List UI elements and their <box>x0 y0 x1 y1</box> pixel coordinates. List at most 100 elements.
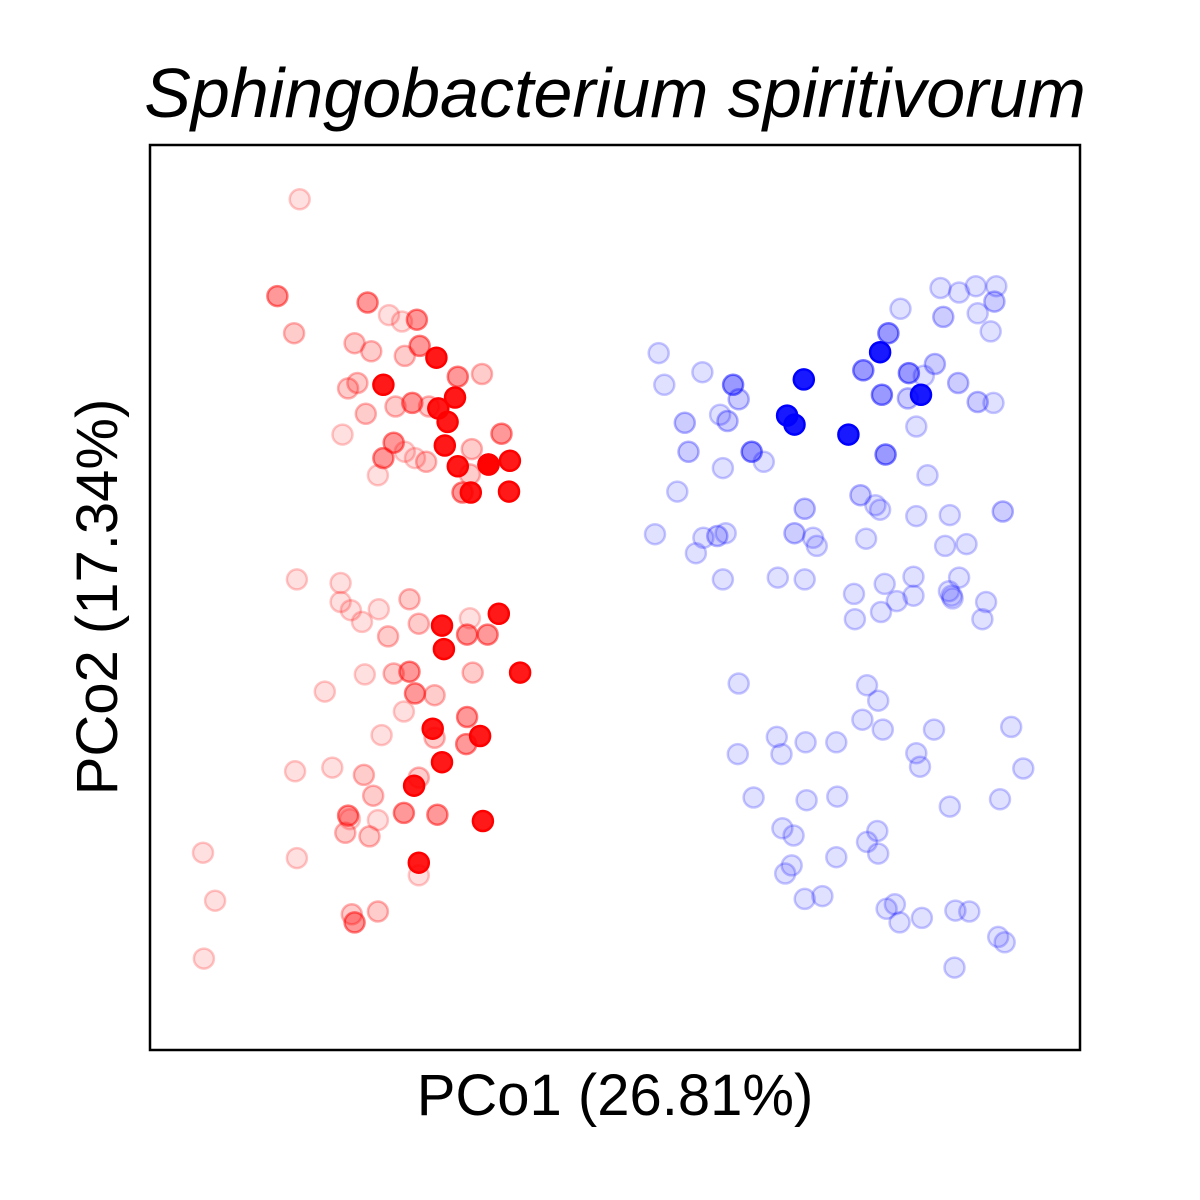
scatter-point-red <box>436 410 459 434</box>
scatter-point-blue <box>783 413 806 436</box>
scatter-point-blue <box>991 500 1015 523</box>
scatter-point-blue <box>721 373 745 397</box>
scatter-point-blue <box>999 715 1023 739</box>
scatter-point-red <box>459 481 483 504</box>
scatter-point-blue <box>873 572 896 596</box>
scatter-point-blue <box>909 383 933 407</box>
x-axis-label: PCo1 (26.81%) <box>417 1063 814 1128</box>
scatter-point-blue <box>874 443 897 466</box>
scatter-point-blue <box>866 689 890 712</box>
scatter-point-blue <box>714 521 737 545</box>
scatter-point-red <box>353 663 377 686</box>
scatter-point-red <box>321 756 344 779</box>
scatter-point-blue <box>666 480 689 503</box>
scatter-point-red <box>451 481 474 504</box>
scatter-point-blue <box>854 527 878 550</box>
scatter-point-red <box>372 373 395 397</box>
scatter-point-red <box>487 602 511 626</box>
scatter-point-blue <box>993 931 1016 954</box>
scatter-point-blue <box>866 819 889 843</box>
scatter-point-blue <box>971 607 994 631</box>
scatter-point-blue <box>795 788 818 812</box>
scatter-point-blue <box>974 590 998 614</box>
scatter-point-red <box>470 362 494 386</box>
scatter-point-red <box>423 726 446 750</box>
scatter-point-blue <box>711 456 735 480</box>
scatter-point-blue <box>825 845 848 869</box>
scatter-point-blue <box>877 321 900 345</box>
scatter-point-red <box>432 637 456 661</box>
scatter-point-blue <box>923 352 947 376</box>
scatter-point-blue <box>966 390 989 414</box>
scatter-point-blue <box>711 568 735 591</box>
scatter-point-red <box>405 308 429 331</box>
scatter-point-red <box>354 402 378 426</box>
scatter-point-blue <box>958 900 981 923</box>
scatter-point-red <box>384 395 407 418</box>
scatter-point-blue <box>964 274 988 298</box>
scatter-point-red <box>433 434 457 457</box>
scatter-point-blue <box>653 373 676 397</box>
scatter-point-blue <box>985 274 1008 298</box>
scatter-point-red <box>336 377 360 400</box>
scatter-point-red <box>430 614 454 637</box>
scatter-point-red <box>367 598 391 621</box>
scatter-point-red <box>334 821 357 845</box>
scatter-point-blue <box>851 708 874 731</box>
scatter-point-blue <box>875 897 898 921</box>
scatter-point-red <box>352 763 376 787</box>
scatter-point-blue <box>837 423 860 446</box>
scatter-point-red <box>490 422 513 445</box>
scatter-point-red <box>282 321 306 345</box>
scatter-point-red <box>283 760 307 783</box>
scatter-point-red <box>477 453 500 476</box>
scatter-point-red <box>377 303 401 327</box>
scatter-point-red <box>430 750 454 774</box>
scatter-point-blue <box>933 534 957 558</box>
scatter-point-blue <box>826 785 849 808</box>
y-axis-label: PCo2 (17.34%) <box>65 399 130 796</box>
scatter-point-red <box>382 431 405 454</box>
scatter-point-red <box>392 801 416 825</box>
scatter-point-blue <box>922 718 946 741</box>
scatter-point-red <box>398 660 421 683</box>
scatter-point-red <box>360 340 383 363</box>
scatter-point-blue <box>902 584 925 607</box>
scatter-point-blue <box>938 795 962 818</box>
scatter-point-blue <box>740 440 763 464</box>
scatter-point-red <box>398 588 421 611</box>
scatter-point-red <box>338 807 362 831</box>
scatter-point-red <box>414 450 438 474</box>
scatter-point-red <box>408 334 431 358</box>
scatter-point-blue <box>910 906 934 930</box>
scatter-point-red <box>425 346 448 369</box>
scatter-point-blue <box>905 741 928 765</box>
scatter-point-blue <box>692 526 715 550</box>
points-layer <box>191 188 1035 979</box>
scatter-point-red <box>266 284 289 308</box>
scatter-point-blue <box>716 409 739 433</box>
scatter-point-red <box>471 809 495 833</box>
scatter-point-blue <box>908 755 932 778</box>
scatter-point-blue <box>947 566 971 589</box>
scatter-point-red <box>370 723 393 747</box>
scatter-point-blue <box>811 884 834 908</box>
scatter-point-blue <box>905 504 928 528</box>
scatter-point-blue <box>842 582 866 606</box>
scatter-point-blue <box>825 731 848 754</box>
scatter-point-red <box>346 371 369 395</box>
scatter-point-blue <box>793 568 816 591</box>
scatter-point-blue <box>929 276 952 300</box>
scatter-point-blue <box>843 607 867 631</box>
scatter-point-red <box>358 825 381 848</box>
scatter-point-red <box>403 446 427 470</box>
scatter-point-blue <box>643 522 667 546</box>
scatter-point-blue <box>979 320 1002 343</box>
scatter-point-blue <box>937 579 961 603</box>
scatter-point-blue <box>946 371 970 395</box>
scatter-point-blue <box>792 368 816 391</box>
scatter-point-blue <box>986 925 1010 949</box>
scatter-point-blue <box>793 497 816 521</box>
scatter-point-red <box>403 682 427 705</box>
